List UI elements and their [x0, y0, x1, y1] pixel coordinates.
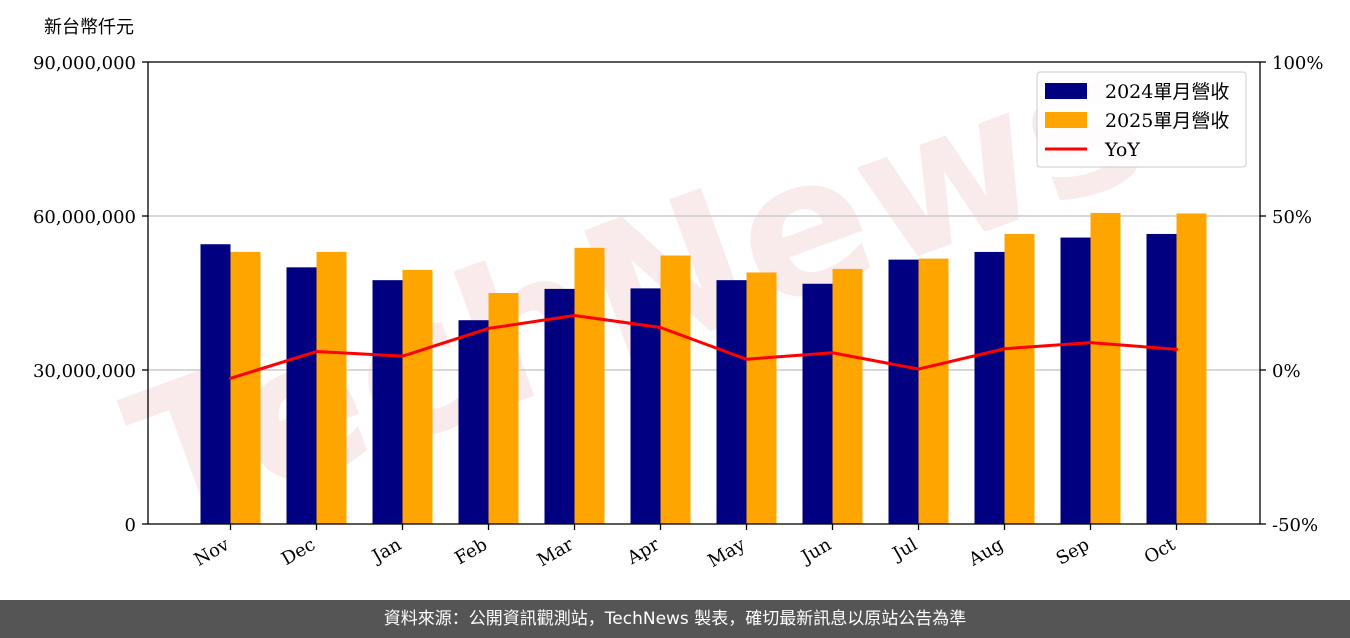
- bar-2025-aug: [1004, 233, 1035, 524]
- yoy-point-dec: [315, 350, 318, 354]
- x-tick-label-jul: Jul: [887, 534, 921, 566]
- x-tick-label-aug: Aug: [964, 534, 1007, 571]
- bar-2024-aug: [974, 251, 1005, 524]
- yoy-point-feb: [487, 326, 490, 330]
- yoy-point-apr: [659, 325, 662, 329]
- x-tick-label-apr: Apr: [623, 534, 663, 569]
- x-tick-label-feb: Feb: [451, 534, 491, 569]
- bar-2024-dec: [286, 267, 317, 524]
- yoy-point-jul: [917, 367, 920, 371]
- x-tick-label-may: May: [704, 534, 749, 572]
- y-right-tick-label: 0%: [1272, 361, 1301, 382]
- bars-group: [200, 212, 1207, 525]
- yoy-point-mar: [573, 313, 576, 317]
- yoy-line: [230, 313, 1177, 380]
- bar-2025-sep: [1090, 212, 1121, 525]
- y-left-tick-label: 30,000,000: [33, 361, 136, 382]
- bar-2024-jan: [372, 280, 403, 524]
- bar-2024-mar: [544, 288, 575, 524]
- y-left-axis: 0 30,000,000 60,000,000 90,000,000: [33, 53, 148, 536]
- legend-label: YoY: [1104, 139, 1140, 161]
- bar-2025-feb: [488, 293, 519, 524]
- x-tick-label-jan: Jan: [367, 534, 405, 568]
- x-tick-label-jun: Jun: [796, 534, 835, 569]
- y-left-tick-label: 0: [125, 515, 136, 536]
- bar-2024-jun: [802, 283, 833, 524]
- bar-2025-dec: [316, 251, 347, 524]
- yoy-point-jan: [401, 354, 404, 358]
- bar-2024-may: [716, 280, 747, 524]
- bar-2024-feb: [458, 320, 489, 524]
- bar-2024-oct: [1146, 233, 1177, 524]
- yoy-point-sep: [1089, 341, 1092, 345]
- bar-2025-apr: [660, 255, 691, 524]
- source-footer: 資料來源：公開資訊觀測站，TechNews 製表，確切最新訊息以原站公告為準: [0, 600, 1350, 638]
- yoy-point-may: [745, 357, 748, 361]
- legend-swatch: [1045, 112, 1087, 128]
- bar-2025-mar: [574, 247, 605, 524]
- x-tick-label-sep: Sep: [1053, 534, 1093, 569]
- plot-frame: [147, 61, 1261, 525]
- bar-2025-may: [746, 272, 777, 524]
- bar-2025-jan: [402, 269, 433, 524]
- yoy-point-oct: [1175, 347, 1178, 351]
- yoy-point-aug: [1003, 347, 1006, 351]
- chart-area: TechNews 新台幣仟元 030,000,00060,000,00090,0…: [33, 4, 1324, 573]
- legend-label: 2024單月營收: [1105, 81, 1229, 103]
- legend-label: 2025單月營收: [1105, 110, 1229, 132]
- yoy-line-group: [229, 313, 1178, 380]
- x-tick-label-mar: Mar: [534, 534, 578, 571]
- bar-2024-sep: [1060, 237, 1091, 524]
- y-left-unit-label: 新台幣仟元: [44, 17, 134, 38]
- y-right-tick-label: -50%: [1272, 515, 1318, 536]
- yoy-point-jun: [831, 351, 834, 355]
- y-right-tick-label: 50%: [1272, 207, 1312, 228]
- legend: 2024單月營收 2025單月營收 YoY: [1036, 71, 1247, 168]
- y-left-tick-label: 60,000,000: [33, 207, 136, 228]
- bar-2024-nov: [200, 244, 231, 524]
- x-tick-label-oct: Oct: [1141, 534, 1180, 569]
- y-right-axis: -50% 0% 50% 100%: [1260, 53, 1323, 536]
- x-tick-label-dec: Dec: [278, 534, 319, 570]
- legend-swatch: [1045, 83, 1087, 99]
- yoy-point-nov: [229, 376, 232, 380]
- bar-2025-nov: [230, 251, 261, 524]
- bar-2024-jul: [888, 259, 919, 524]
- bar-2025-jun: [832, 268, 863, 524]
- bar-2025-oct: [1176, 213, 1207, 524]
- legend-box: [1036, 71, 1247, 168]
- x-axis: Nov Dec Jan Feb Mar Apr May Jun Jul Aug Sep Oct: [191, 524, 1180, 572]
- bar-2025-jul: [918, 258, 949, 524]
- y-left-tick-label: 90,000,000: [33, 53, 136, 74]
- chart-svg: TechNews 新台幣仟元 030,000,00060,000,00090,0…: [33, 4, 1324, 573]
- y-right-tick-label: 100%: [1272, 53, 1323, 74]
